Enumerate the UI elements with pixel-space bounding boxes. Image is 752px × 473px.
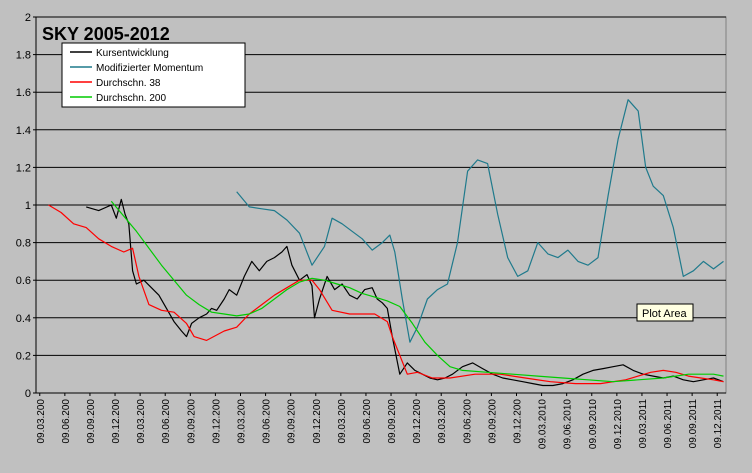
- y-axis: 0 0.2 0.4 0.6 0.8 1 1.2 1.4 1.6 1.8 2: [16, 12, 37, 400]
- x-tick-label: 09.12.200: [312, 399, 323, 444]
- tooltip-text: Plot Area: [642, 308, 688, 320]
- series-layer: [48, 99, 724, 387]
- legend[interactable]: Kursentwicklung Modifizierter Momentum Dur…: [61, 42, 246, 108]
- x-tick-label: 09.09.200: [487, 399, 498, 444]
- x-tick-label: 09.06.200: [161, 399, 172, 444]
- x-tick-label: 09.03.2011: [638, 399, 649, 449]
- series-line-kursentwicklung[interactable]: [86, 198, 724, 387]
- gridlines: [36, 16, 726, 356]
- x-tick-label: 09.06.2010: [563, 399, 574, 449]
- y-tick-label: 2: [25, 12, 31, 24]
- legend-label: Kursentwicklung: [96, 48, 169, 59]
- x-tick-label: 09.03.2010: [538, 399, 549, 449]
- y-tick-label: 0.4: [16, 313, 31, 325]
- chart-title: SKY 2005-2012: [42, 24, 170, 44]
- legend-label: Modifizierter Momentum: [96, 63, 203, 74]
- x-tick-label: 09.03.200: [337, 399, 348, 444]
- x-tick-label: 09.09.2011: [688, 399, 699, 449]
- y-tick-label: 1.6: [16, 87, 31, 99]
- x-tick-label: 09.03.200: [437, 399, 448, 444]
- x-tick-label: 09.03.200: [136, 399, 147, 444]
- x-tick-label: 09.06.200: [462, 399, 473, 444]
- tooltip: Plot Area: [636, 303, 694, 322]
- x-tick-label: 09.09.200: [86, 399, 97, 444]
- y-tick-label: 1.2: [16, 162, 31, 174]
- y-tick-label: 0: [25, 388, 31, 400]
- x-tick-label: 09.06.200: [362, 399, 373, 444]
- x-tick-label: 09.09.200: [387, 399, 398, 444]
- x-tick-label: 09.12.2011: [713, 399, 724, 449]
- x-tick-label: 09.12.200: [211, 399, 222, 444]
- legend-label: Durchschn. 200: [96, 93, 166, 104]
- x-tick-label: 09.06.2011: [663, 399, 674, 449]
- x-tick-label: 09.09.200: [287, 399, 298, 444]
- tooltip-box: [636, 303, 694, 322]
- y-tick-label: 1.4: [16, 125, 31, 137]
- x-tick-label: 09.03.200: [236, 399, 247, 444]
- x-axis: 09.03.200 09.06.200 09.09.200 09.12.200 09.0…: [36, 392, 726, 449]
- x-tick-label: 09.09.200: [186, 399, 197, 444]
- series-line-durchschn-200[interactable]: [110, 200, 724, 383]
- x-tick-label: 09.12.2010: [613, 399, 624, 449]
- x-tick-label: 09.12.200: [111, 399, 122, 444]
- x-tick-label: 09.03.200: [36, 399, 47, 444]
- x-tick-label: 09.06.200: [61, 399, 72, 444]
- series-line-modifizierter-momentum[interactable]: [236, 99, 724, 343]
- y-tick-label: 1.8: [16, 50, 31, 62]
- y-tick-label: 0.2: [16, 350, 31, 362]
- y-tick-label: 0.8: [16, 238, 31, 250]
- legend-label: Durchschn. 38: [96, 78, 161, 89]
- x-tick-label: 09.12.200: [412, 399, 423, 444]
- series-line-durchschn-38[interactable]: [48, 204, 724, 385]
- x-tick-label: 09.06.200: [262, 399, 273, 444]
- x-tick-label: 09.12.200: [512, 399, 523, 444]
- legend-box: [61, 42, 246, 108]
- y-tick-label: 0.6: [16, 275, 31, 287]
- y-tick-label: 1: [25, 200, 31, 212]
- x-tick-label: 09.09.2010: [588, 399, 599, 449]
